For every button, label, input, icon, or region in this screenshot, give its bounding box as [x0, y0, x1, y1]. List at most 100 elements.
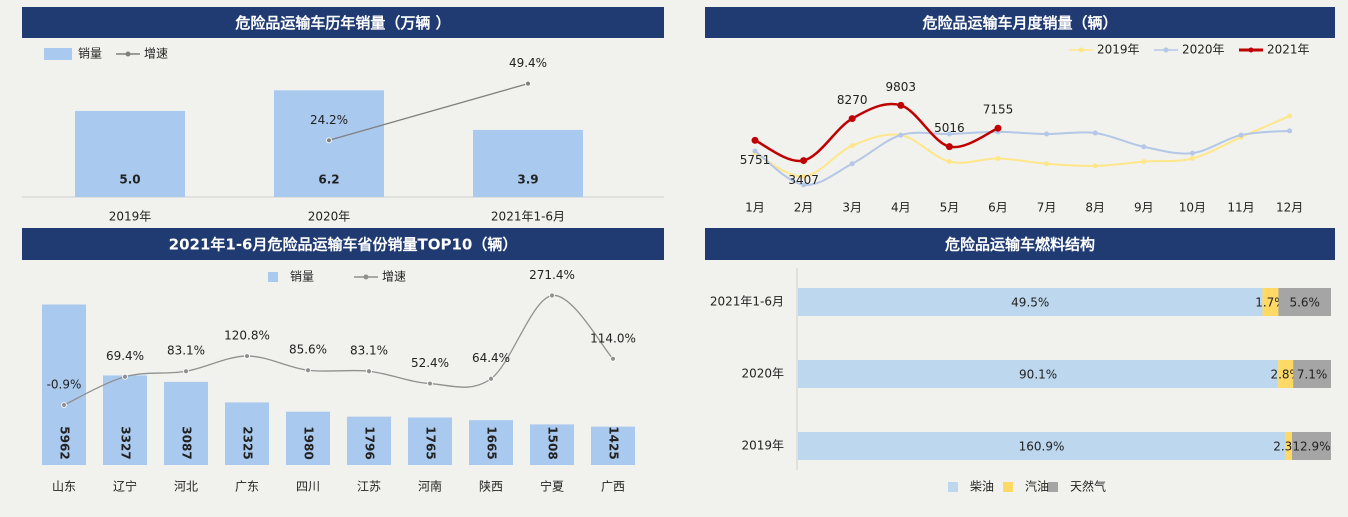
line-point [946, 131, 952, 137]
bar-segment [798, 432, 1285, 460]
line-series [63, 294, 614, 406]
line-point [945, 143, 953, 151]
y-tick-label: 2021年1-6月 [710, 295, 784, 309]
bar-label: 160.9% [1019, 440, 1065, 454]
legend-swatch [1003, 482, 1013, 492]
line-series [328, 82, 529, 141]
legend-dot [1248, 47, 1254, 53]
bar-segment [1293, 360, 1331, 388]
line-point [801, 174, 807, 180]
x-tick-label: 5月 [940, 201, 960, 215]
point-label: 114.0% [590, 331, 636, 345]
bar-label: 2325 [241, 426, 255, 459]
x-tick-label: 3月 [842, 201, 862, 215]
y-tick-label: 2020年 [741, 367, 784, 381]
line-point [1141, 159, 1147, 165]
panel-title: 2021年1-6月危险品运输车省份销量TOP10（辆） [169, 236, 518, 254]
point-label: 9803 [886, 80, 917, 94]
legend-swatch [1048, 482, 1058, 492]
x-tick-label: 河南 [418, 479, 442, 494]
bar-label: 6.2 [318, 173, 339, 187]
x-tick-label: 4月 [891, 201, 911, 215]
x-tick-label: 辽宁 [113, 479, 137, 494]
line-point [1044, 131, 1050, 137]
bar-segment [798, 360, 1279, 388]
line-point [244, 353, 250, 359]
point-label: 85.6% [289, 343, 327, 357]
panel-header [22, 7, 664, 38]
bar-label: 90.1% [1019, 368, 1057, 382]
line-point [1092, 130, 1098, 136]
x-tick-label: 广东 [235, 480, 259, 494]
line-point [427, 380, 433, 387]
line-point [849, 161, 855, 167]
panel-title: 危险品运输车历年销量（万辆 ） [235, 14, 450, 32]
line-point [366, 368, 372, 375]
line-point [946, 159, 952, 165]
line-point [1287, 113, 1293, 119]
legend-label: 增速 [382, 270, 406, 284]
line-point [801, 182, 807, 188]
x-tick-label: 8月 [1085, 201, 1105, 215]
line-point [1141, 144, 1147, 150]
panel-title: 危险品运输车燃料结构 [945, 236, 1095, 254]
line-point [994, 124, 1002, 132]
bar-label: 3327 [119, 426, 133, 459]
bar-segment [1262, 288, 1279, 316]
bar [473, 129, 583, 197]
bar-label: 3087 [180, 426, 194, 459]
line-point [1189, 150, 1195, 156]
x-tick-label: 2021年1-6月 [491, 210, 565, 224]
bar-label: 1665 [485, 426, 499, 459]
line-point [800, 157, 808, 165]
panel-header [22, 228, 664, 260]
point-label: 7155 [983, 103, 1014, 117]
panel-title: 危险品运输车月度销量（辆） [922, 14, 1117, 32]
legend-dot [1078, 47, 1084, 53]
bar [42, 304, 86, 465]
bar-label: 1796 [363, 426, 377, 459]
point-label: 52.4% [411, 356, 449, 370]
legend-swatch [268, 272, 278, 282]
line-point [897, 101, 905, 109]
legend-dot [1163, 47, 1169, 53]
bar-label: 1508 [546, 426, 560, 459]
point-label: -0.9% [47, 378, 82, 392]
x-tick-label: 四川 [296, 480, 320, 494]
line-point [1092, 163, 1098, 169]
line-point [488, 375, 494, 382]
bar-label: 5962 [58, 426, 72, 459]
line-point [995, 155, 1001, 161]
point-label: 3407 [788, 173, 819, 187]
bar-label: 1980 [302, 426, 316, 459]
point-label: 5751 [740, 153, 771, 167]
bar [591, 426, 635, 465]
line-point [1189, 155, 1195, 161]
bar [347, 416, 391, 465]
line-point [61, 402, 67, 408]
line-point [525, 80, 531, 87]
bar-segment [1278, 360, 1294, 388]
bar [530, 424, 574, 465]
x-tick-label: 2月 [794, 201, 814, 215]
legend-swatch [948, 482, 958, 492]
x-tick-label: 江苏 [357, 480, 381, 494]
x-tick-label: 10月 [1179, 201, 1206, 215]
x-tick-label: 11月 [1227, 201, 1254, 215]
line-point [1238, 132, 1244, 138]
line-point [305, 367, 311, 374]
bar-label: 49.5% [1011, 296, 1049, 310]
panel-header [705, 7, 1335, 38]
bar [274, 90, 384, 197]
bar [103, 375, 147, 465]
legend-label: 销量 [78, 47, 102, 61]
legend-label: 销量 [290, 270, 314, 284]
line-point [751, 136, 759, 144]
bar-label: 1.7% [1255, 296, 1286, 310]
line-point [549, 292, 555, 299]
line-point [326, 137, 332, 144]
legend-label: 柴油 [970, 480, 994, 494]
bar-label: 12.9% [1292, 440, 1330, 454]
line-point [1044, 161, 1050, 167]
